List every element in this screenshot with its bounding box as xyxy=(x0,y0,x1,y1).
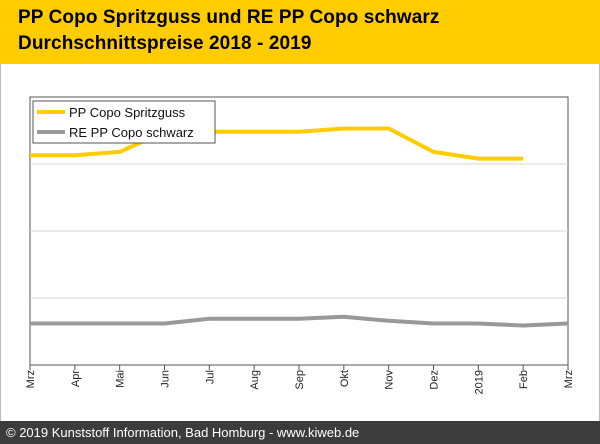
x-tick-label: Mrz xyxy=(25,370,37,388)
x-tick-label: Feb xyxy=(518,370,530,389)
x-tick-label: Jul xyxy=(204,370,216,384)
series-line-pp-copo-spritzguss xyxy=(30,126,524,161)
line-chart: Mrz Apr Mai Jun Jul Aug Sep Okt Nov Dez 2019 Feb Mrz… xyxy=(25,96,575,395)
footer-copyright: © 2019 Kunststoff Information, Bad Hombu… xyxy=(6,425,360,440)
x-tick-label: Mrz xyxy=(563,370,575,388)
series-line-re-pp-copo-schwarz xyxy=(30,314,569,328)
series-lines xyxy=(30,126,569,328)
legend: PP Copo Spritzguss RE PP Copo schwarz xyxy=(32,100,216,144)
legend-box xyxy=(32,100,216,144)
title-bar: PP Copo Spritzguss und RE PP Copo schwar… xyxy=(0,0,600,64)
x-tick-label: Aug xyxy=(249,370,261,390)
x-tick-label: Sep xyxy=(294,370,306,390)
x-tick-label: 2019 xyxy=(473,370,485,394)
x-axis-labels: Mrz Apr Mai Jun Jul Aug Sep Okt Nov Dez 2019 Feb Mrz xyxy=(25,370,575,395)
x-tick-label: Okt xyxy=(339,370,351,387)
legend-label: PP Copo Spritzguss xyxy=(69,105,186,120)
x-tick-label: Mai xyxy=(115,370,127,388)
x-tick-label: Dez xyxy=(429,370,441,390)
chart-subtitle: Durchschnittspreise 2018 - 2019 xyxy=(18,33,312,54)
x-tick-label: Apr xyxy=(70,370,82,387)
legend-label: RE PP Copo schwarz xyxy=(69,125,194,140)
x-axis-ticks xyxy=(29,365,569,370)
x-tick-label: Nov xyxy=(384,370,396,390)
chart-title: PP Copo Spritzguss und RE PP Copo schwar… xyxy=(18,7,440,28)
x-tick-label: Jun xyxy=(160,370,172,388)
grid-lines xyxy=(30,163,568,299)
footer-bar: © 2019 Kunststoff Information, Bad Hombu… xyxy=(0,421,600,444)
